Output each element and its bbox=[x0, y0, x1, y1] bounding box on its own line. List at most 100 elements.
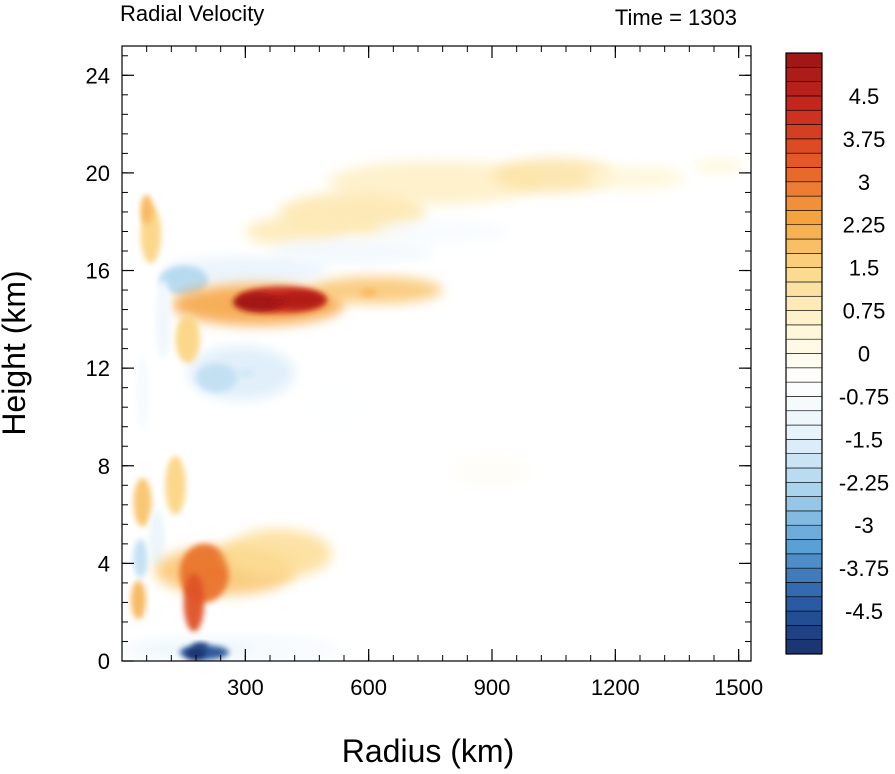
x-tick-label: 600 bbox=[350, 675, 387, 700]
colorbar-tick-label: -3.75 bbox=[839, 556, 889, 581]
colorbar-segment bbox=[785, 224, 823, 240]
colorbar-segment bbox=[785, 281, 823, 297]
colorbar-tick-label: 0 bbox=[858, 342, 870, 367]
colorbar-segment bbox=[785, 109, 823, 125]
field-blob bbox=[224, 529, 332, 579]
x-tick-label: 900 bbox=[474, 675, 511, 700]
field-blob bbox=[133, 538, 148, 579]
feature-low-level-inflow bbox=[192, 642, 209, 651]
colorbar-tick-label: -2.25 bbox=[839, 470, 889, 495]
colorbar-segment bbox=[785, 81, 823, 97]
colorbar-segment bbox=[785, 167, 823, 183]
y-tick-label: 16 bbox=[86, 259, 110, 284]
field-blob bbox=[133, 477, 152, 527]
colorbar-segment bbox=[785, 439, 823, 454]
colorbar-segment bbox=[785, 67, 823, 82]
colorbar-tick-label: -4.5 bbox=[845, 599, 883, 624]
feature-lower-outflow bbox=[204, 569, 221, 578]
colorbar-tick-labels: 4.5 3.75 3 2.25 1.5 0.75 0 -0.75 -1.5 -2.25 -3 -3.7… bbox=[839, 84, 889, 624]
velocity-field bbox=[122, 158, 743, 660]
feature-upper-outflow-arm bbox=[360, 288, 377, 297]
colorbar-segment bbox=[785, 481, 823, 497]
colorbar-segment bbox=[785, 453, 823, 469]
colorbar-segment bbox=[785, 253, 823, 268]
colorbar-segment bbox=[785, 396, 823, 412]
plot-border bbox=[121, 45, 752, 662]
field-blob bbox=[140, 194, 153, 225]
colorbar-segment bbox=[785, 424, 823, 440]
colorbar-segment bbox=[785, 639, 823, 655]
field-blob bbox=[148, 509, 166, 569]
colorbar-segment bbox=[785, 95, 823, 111]
colorbar-segment bbox=[785, 553, 823, 569]
y-axis-label: Height (km) bbox=[0, 270, 32, 435]
colorbar-segment bbox=[785, 338, 823, 354]
colorbar-segment bbox=[785, 267, 823, 283]
field-blob bbox=[693, 158, 743, 173]
colorbar-segment bbox=[785, 467, 823, 483]
field-blob bbox=[154, 280, 172, 359]
colorbar-segment bbox=[785, 410, 823, 426]
colorbar-segment bbox=[785, 524, 823, 540]
field-blob bbox=[196, 363, 238, 393]
y-tick-label: 4 bbox=[98, 551, 110, 576]
colorbar-segment bbox=[785, 138, 823, 154]
colorbar-segment bbox=[785, 295, 823, 311]
colorbar-segment bbox=[785, 496, 823, 512]
feature-upper-inflow-band bbox=[278, 259, 295, 268]
colorbar-segment bbox=[785, 539, 823, 555]
colorbar-segment bbox=[785, 510, 823, 526]
colorbar-segment bbox=[785, 181, 823, 197]
field-blob bbox=[270, 237, 435, 265]
colorbar-border bbox=[785, 52, 823, 655]
colorbar-segment bbox=[785, 625, 823, 640]
colorbar-segment bbox=[785, 124, 823, 140]
field-blob bbox=[311, 276, 443, 304]
y-tick-label: 24 bbox=[86, 63, 110, 88]
field-blob bbox=[185, 647, 207, 660]
colorbar-segment bbox=[785, 324, 823, 340]
field-blob bbox=[165, 456, 186, 515]
y-tick-label: 20 bbox=[86, 161, 110, 186]
x-axis-label: Radius (km) bbox=[342, 733, 514, 769]
field-blob bbox=[302, 387, 369, 427]
colorbar-tick-label: -1.5 bbox=[845, 427, 883, 452]
field-blob bbox=[131, 580, 146, 620]
feature-upper-outflow-jet bbox=[270, 298, 287, 307]
colorbar-tick-label: -0.75 bbox=[839, 384, 889, 409]
field-blob bbox=[175, 314, 201, 364]
x-axis-ticks: 300 600 900 1200 1500 bbox=[146, 46, 763, 700]
x-tick-label: 300 bbox=[227, 675, 264, 700]
field-blob bbox=[586, 165, 686, 190]
x-tick-label: 1200 bbox=[591, 675, 640, 700]
colorbar-segment bbox=[785, 582, 823, 598]
feature-midlevel-inflow bbox=[237, 369, 254, 378]
colorbar-segment bbox=[785, 238, 823, 254]
colorbar-segment bbox=[785, 610, 823, 626]
colorbar-tick-label: 3 bbox=[858, 170, 870, 195]
colorbar-segment bbox=[785, 367, 823, 383]
field-blob bbox=[492, 158, 616, 193]
field-blob bbox=[376, 219, 509, 244]
colorbar-segment bbox=[785, 52, 823, 68]
colorbar bbox=[785, 52, 823, 655]
colorbar-segment bbox=[785, 210, 823, 226]
field-blob bbox=[135, 355, 150, 430]
colorbar-tick-label: 4.5 bbox=[849, 84, 880, 109]
chart-title-left: Radial Velocity bbox=[120, 1, 264, 26]
y-tick-label: 0 bbox=[98, 649, 110, 674]
field-blob bbox=[232, 292, 283, 313]
y-tick-label: 8 bbox=[98, 454, 110, 479]
colorbar-segment bbox=[785, 567, 823, 583]
colorbar-segment bbox=[785, 195, 823, 211]
x-tick-label: 1500 bbox=[714, 675, 763, 700]
field-blob bbox=[327, 160, 542, 205]
field-blob bbox=[450, 456, 534, 486]
colorbar-segment bbox=[785, 152, 823, 168]
field-blob bbox=[245, 641, 344, 657]
field-blob bbox=[159, 265, 209, 295]
field-blob bbox=[183, 573, 205, 632]
field-blob bbox=[274, 291, 324, 309]
